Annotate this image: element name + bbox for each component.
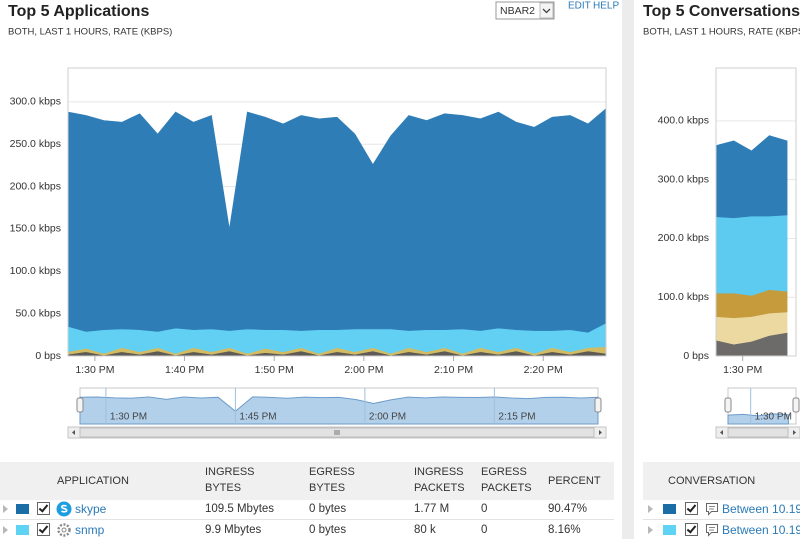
expander[interactable] bbox=[648, 505, 653, 513]
plot-frame bbox=[715, 67, 797, 357]
column-header: INGRESS BYTES bbox=[205, 466, 255, 494]
column-header: EGRESS PACKETS bbox=[481, 466, 532, 494]
x-tick-label: 2:10 PM bbox=[434, 364, 473, 376]
y-tick-label: 100.0 kbps bbox=[658, 291, 709, 303]
x-tick-label: 1:40 PM bbox=[165, 364, 204, 376]
panel-title: Top 5 Applications bbox=[8, 3, 149, 20]
scrollbar-left-arrow[interactable] bbox=[72, 430, 75, 435]
cell: 0 bytes bbox=[309, 503, 347, 515]
help-link[interactable]: HELP bbox=[593, 1, 619, 12]
cell: 1.77 M bbox=[414, 503, 450, 515]
checkbox[interactable] bbox=[37, 502, 50, 515]
skype-icon bbox=[56, 501, 72, 517]
table-header: CONVERSATION bbox=[643, 462, 800, 500]
navigator-tick-label: 2:00 PM bbox=[369, 412, 406, 423]
column-header: PERCENT bbox=[548, 475, 601, 487]
snmp-icon bbox=[57, 523, 71, 537]
cell: 8.16% bbox=[548, 524, 581, 536]
y-tick-label: 200.0 kbps bbox=[658, 232, 709, 244]
area-series bbox=[715, 214, 788, 296]
navigator-area bbox=[727, 413, 789, 425]
cell: 80 k bbox=[414, 524, 436, 536]
color-swatch bbox=[16, 525, 29, 535]
conversation-icon bbox=[706, 503, 718, 516]
row-separator bbox=[0, 519, 614, 520]
navigator-tick-label: 1:30 PM bbox=[755, 412, 792, 423]
navigator-handle[interactable] bbox=[724, 397, 732, 413]
y-tick-label: 100.0 kbps bbox=[10, 265, 61, 277]
scrollbar-thumb[interactable] bbox=[727, 427, 789, 438]
x-tick-label: 1:50 PM bbox=[255, 364, 294, 376]
plot-frame bbox=[67, 67, 607, 357]
y-tick-label: 250.0 kbps bbox=[10, 138, 61, 150]
column-header: INGRESS PACKETS bbox=[414, 466, 465, 494]
checkbox[interactable] bbox=[37, 523, 50, 536]
navigator-handle[interactable] bbox=[594, 397, 602, 413]
column-header: CONVERSATION bbox=[668, 475, 756, 487]
dropdown-button[interactable] bbox=[539, 2, 554, 19]
scrollbar-left-arrow[interactable] bbox=[720, 430, 723, 435]
y-tick-label: 150.0 kbps bbox=[10, 223, 61, 235]
expander[interactable] bbox=[3, 505, 8, 513]
scrollbar-right-arrow[interactable] bbox=[599, 430, 602, 435]
expander[interactable] bbox=[3, 526, 8, 534]
navigator-handle[interactable] bbox=[76, 397, 84, 413]
y-tick-label: 300.0 kbps bbox=[658, 173, 709, 185]
panel-divider bbox=[622, 460, 634, 539]
area-series bbox=[715, 135, 788, 219]
row-separator bbox=[643, 519, 800, 520]
y-tick-label: 200.0 kbps bbox=[10, 180, 61, 192]
cell: 0 bytes bbox=[309, 524, 347, 536]
y-tick-label: 50.0 kbps bbox=[15, 307, 61, 319]
navigator-area bbox=[79, 396, 599, 425]
application-link[interactable]: snmp bbox=[75, 523, 105, 537]
checkbox[interactable] bbox=[685, 523, 698, 536]
dropdown-value[interactable]: NBAR2 bbox=[500, 5, 535, 17]
navigator-tick-label: 1:45 PM bbox=[239, 412, 276, 423]
navigator-handle[interactable] bbox=[792, 397, 800, 413]
cell: 90.47% bbox=[548, 503, 588, 515]
y-tick-label: 300.0 kbps bbox=[10, 96, 61, 108]
edit-link[interactable]: EDIT bbox=[568, 1, 591, 12]
application-link[interactable]: skype bbox=[75, 502, 107, 516]
y-tick-label: 0 bps bbox=[35, 350, 61, 362]
cell: 109.5 Mbytes bbox=[205, 503, 275, 515]
column-header: APPLICATION bbox=[57, 475, 129, 487]
navigator-tick-label: 2:15 PM bbox=[498, 412, 535, 423]
charts: Top 5 Applications BOTH, LAST 1 HOURS, R… bbox=[8, 0, 800, 460]
checkbox[interactable] bbox=[685, 502, 698, 515]
conversation-icon bbox=[706, 524, 718, 537]
cell: 0 bbox=[481, 524, 488, 536]
column-header: EGRESS BYTES bbox=[309, 466, 355, 494]
expander[interactable] bbox=[648, 526, 653, 534]
y-tick-label: 0 bps bbox=[683, 350, 709, 362]
scrollbar-right-arrow[interactable] bbox=[793, 430, 796, 435]
area-series bbox=[67, 108, 607, 333]
color-swatch bbox=[16, 504, 29, 514]
color-swatch bbox=[663, 525, 676, 535]
navigator-tick-label: 1:30 PM bbox=[110, 412, 147, 423]
panel-title: Top 5 Conversations bbox=[643, 3, 800, 20]
cell: 0 bbox=[481, 503, 488, 515]
cell: 9.9 Mbytes bbox=[205, 524, 262, 536]
conversation-link[interactable]: Between 10.19 bbox=[722, 502, 800, 516]
panel-subtitle: BOTH, LAST 1 HOURS, RATE (KBPS) bbox=[8, 27, 172, 38]
y-tick-label: 400.0 kbps bbox=[658, 115, 709, 127]
panel-subtitle: BOTH, LAST 1 HOURS, RATE (KBPS) bbox=[643, 27, 800, 38]
conversation-link[interactable]: Between 10.19 bbox=[722, 523, 800, 537]
x-tick-label: 1:30 PM bbox=[723, 364, 762, 376]
x-tick-label: 1:30 PM bbox=[75, 364, 114, 376]
panel-divider bbox=[622, 0, 634, 460]
x-tick-label: 2:00 PM bbox=[344, 364, 383, 376]
table-header: APPLICATION INGRESS BYTES EGRESS BYTES I… bbox=[0, 462, 614, 500]
dropdown-arrow bbox=[542, 8, 551, 14]
x-tick-label: 2:20 PM bbox=[524, 364, 563, 376]
color-swatch bbox=[663, 504, 676, 514]
